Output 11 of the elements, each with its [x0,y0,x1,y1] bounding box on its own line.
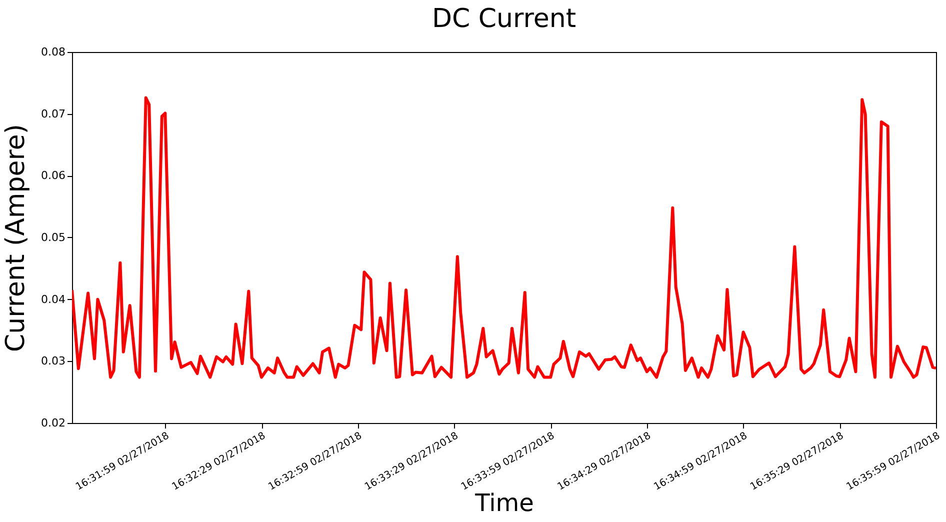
y-axis-title: Current (Ampere) [1,124,32,352]
y-tick-label: 0.08 [41,46,66,58]
y-tick-label: 0.07 [41,107,66,120]
chart-title: DC Current [432,4,576,34]
y-tick-label: 0.02 [41,416,66,430]
line-series [72,96,936,379]
y-tick-label: 0.03 [41,354,66,368]
y-tick-label: 0.04 [41,292,66,306]
y-tick-label: 0.05 [41,231,66,244]
x-axis-title: Time [474,489,534,518]
y-tick-label: 0.06 [41,169,66,182]
